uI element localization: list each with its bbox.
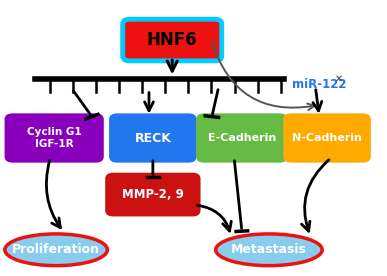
FancyBboxPatch shape xyxy=(197,114,286,161)
Text: N-Cadherin: N-Cadherin xyxy=(292,133,362,143)
Text: Metastasis: Metastasis xyxy=(231,243,307,256)
Text: HNF6: HNF6 xyxy=(147,31,197,49)
FancyBboxPatch shape xyxy=(106,174,200,215)
Text: Proliferation: Proliferation xyxy=(12,243,100,256)
Text: RECK: RECK xyxy=(134,131,171,145)
FancyBboxPatch shape xyxy=(123,19,222,61)
FancyBboxPatch shape xyxy=(110,114,195,161)
Text: Cyclin G1
IGF-1R: Cyclin G1 IGF-1R xyxy=(27,127,82,149)
FancyBboxPatch shape xyxy=(6,114,103,161)
Text: miR-122: miR-122 xyxy=(292,78,347,91)
Ellipse shape xyxy=(5,234,108,266)
Text: E-Cadherin: E-Cadherin xyxy=(208,133,276,143)
Text: MMP-2, 9: MMP-2, 9 xyxy=(122,188,184,201)
Ellipse shape xyxy=(216,234,322,266)
Text: ✕: ✕ xyxy=(335,74,342,84)
FancyBboxPatch shape xyxy=(284,114,370,161)
